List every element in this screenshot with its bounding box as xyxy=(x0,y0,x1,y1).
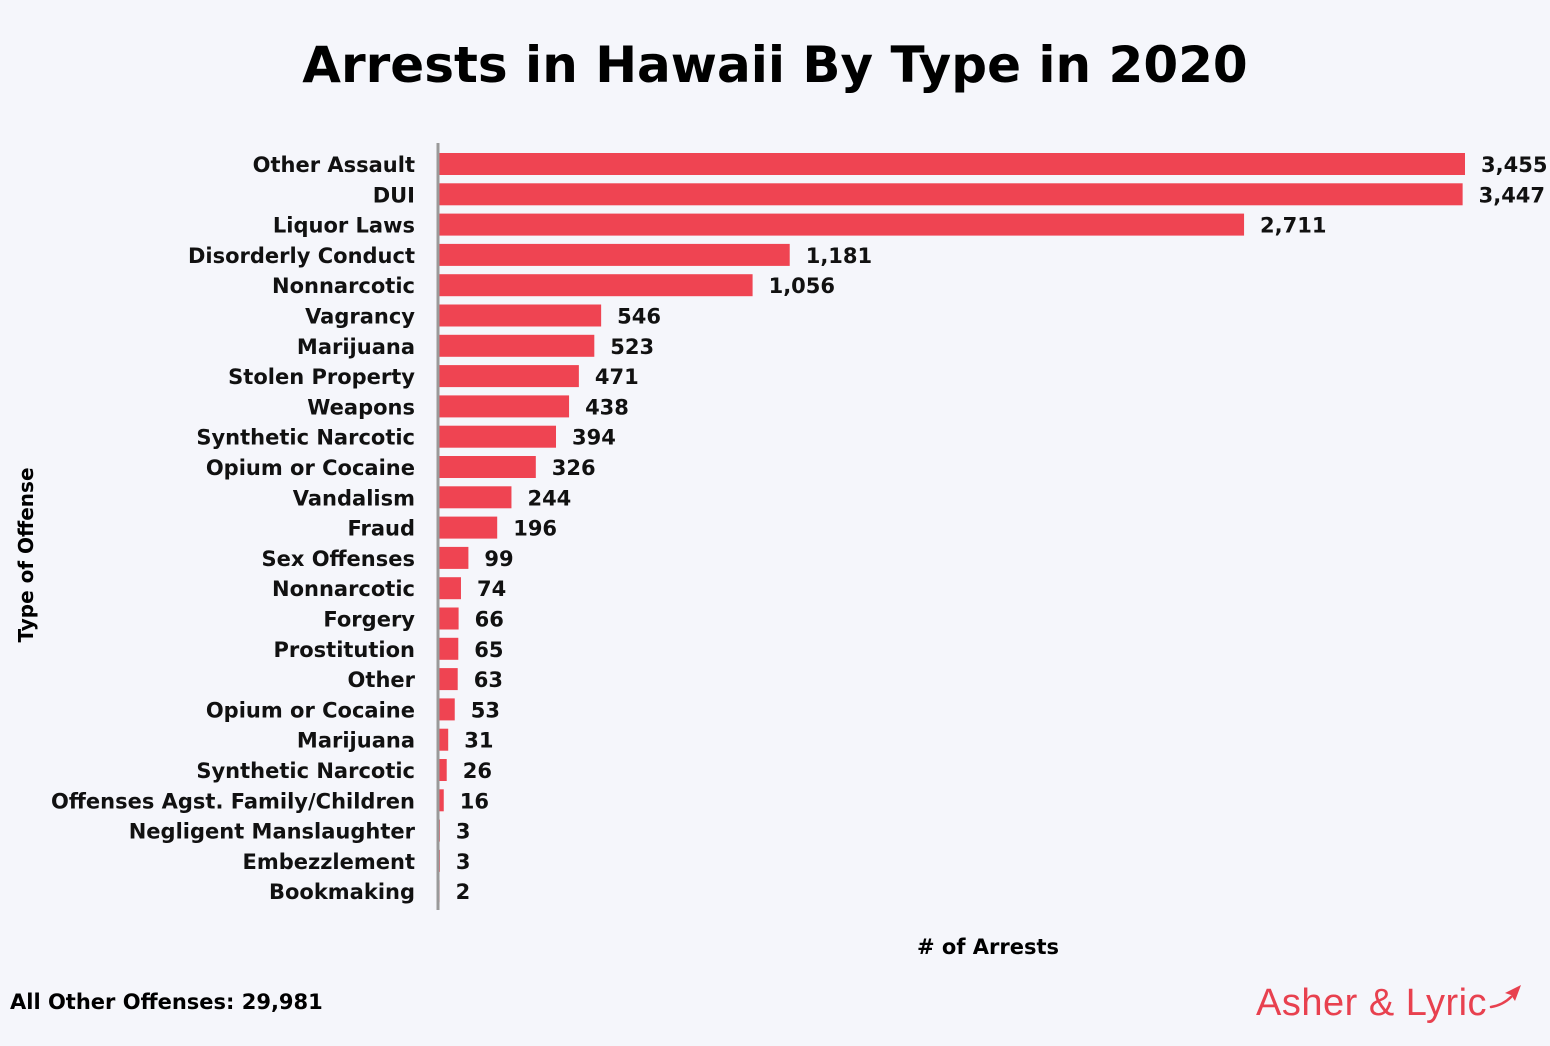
category-label: Opium or Cocaine xyxy=(206,698,415,722)
bar xyxy=(439,728,449,751)
value-label: 1,056 xyxy=(769,274,835,298)
category-label: Synthetic Narcotic xyxy=(196,759,415,783)
y-axis-label: Type of Offense xyxy=(14,467,38,643)
value-label: 63 xyxy=(474,668,503,692)
value-labels: 3,455 3,447 2,711 1,181 1,056 546 523 471 438 394… xyxy=(456,153,1548,904)
category-label: Prostitution xyxy=(273,638,415,662)
bar xyxy=(439,698,455,721)
bar xyxy=(439,365,579,388)
category-label: Other xyxy=(348,668,416,692)
category-label: DUI xyxy=(373,183,415,207)
category-label: Other Assault xyxy=(253,153,415,177)
category-labels: Other Assault DUI Liquor Laws Disorderly Co… xyxy=(51,153,416,904)
bar xyxy=(439,486,512,509)
bar xyxy=(439,243,790,266)
value-label: 66 xyxy=(475,608,504,632)
brand-logo: Asher & Lyric xyxy=(1256,982,1523,1025)
bar xyxy=(439,334,595,357)
bar xyxy=(439,789,444,812)
bar xyxy=(439,607,459,630)
category-label: Stolen Property xyxy=(228,365,415,389)
category-label: Weapons xyxy=(307,395,415,419)
category-label: Offenses Agst. Family/Children xyxy=(51,789,415,813)
value-label: 53 xyxy=(471,698,500,722)
category-label: Opium or Cocaine xyxy=(206,456,415,480)
bar xyxy=(439,274,753,297)
value-label: 99 xyxy=(484,547,513,571)
category-label: Embezzlement xyxy=(242,850,415,874)
category-label: Forgery xyxy=(323,608,415,632)
value-label: 16 xyxy=(460,789,489,813)
bar xyxy=(439,637,459,660)
bar xyxy=(439,546,469,569)
category-label: Bookmaking xyxy=(269,880,415,904)
value-label: 523 xyxy=(610,335,654,359)
category-label: Disorderly Conduct xyxy=(188,244,415,268)
value-label: 26 xyxy=(463,759,492,783)
value-label: 471 xyxy=(595,365,639,389)
value-label: 74 xyxy=(477,577,506,601)
category-label: Sex Offenses xyxy=(261,547,415,571)
value-label: 31 xyxy=(464,729,493,753)
value-label: 3,447 xyxy=(1479,183,1545,207)
value-label: 2 xyxy=(456,880,471,904)
value-label: 65 xyxy=(474,638,503,662)
bar xyxy=(439,304,602,327)
value-label: 3 xyxy=(456,850,471,874)
bar xyxy=(439,395,570,418)
category-label: Marijuana xyxy=(297,335,415,359)
brand-name: Asher & Lyric xyxy=(1256,982,1488,1024)
bar xyxy=(439,456,536,478)
bar xyxy=(439,668,458,691)
bar xyxy=(439,577,461,600)
category-label: Liquor Laws xyxy=(273,214,415,238)
bar xyxy=(439,425,557,448)
value-label: 244 xyxy=(527,486,571,510)
x-axis-label: # of Arrests xyxy=(916,935,1060,959)
bar xyxy=(439,153,1465,175)
category-label: Nonnarcotic xyxy=(272,577,415,601)
category-label: Nonnarcotic xyxy=(272,274,415,298)
value-label: 3 xyxy=(456,820,471,844)
category-label: Fraud xyxy=(347,517,415,541)
value-label: 196 xyxy=(513,517,557,541)
chart-title: Arrests in Hawaii By Type in 2020 xyxy=(302,36,1248,94)
value-label: 394 xyxy=(572,426,616,450)
footnote: All Other Offenses: 29,981 xyxy=(10,990,323,1014)
value-label: 438 xyxy=(585,395,629,419)
category-label: Vandalism xyxy=(293,486,415,510)
value-label: 1,181 xyxy=(806,244,872,268)
value-label: 326 xyxy=(552,456,596,480)
bar xyxy=(439,759,447,781)
value-label: 546 xyxy=(617,305,661,329)
category-label: Negligent Manslaughter xyxy=(129,820,416,844)
bars-layer xyxy=(439,153,1465,903)
bar xyxy=(439,183,1463,206)
value-label: 3,455 xyxy=(1481,153,1547,177)
category-label: Vagrancy xyxy=(305,305,415,329)
airplane-icon xyxy=(1489,984,1522,1008)
category-label: Synthetic Narcotic xyxy=(196,426,415,450)
value-label: 2,711 xyxy=(1260,214,1326,238)
bar xyxy=(439,516,498,539)
category-label: Marijuana xyxy=(297,729,415,753)
bar xyxy=(439,213,1245,236)
